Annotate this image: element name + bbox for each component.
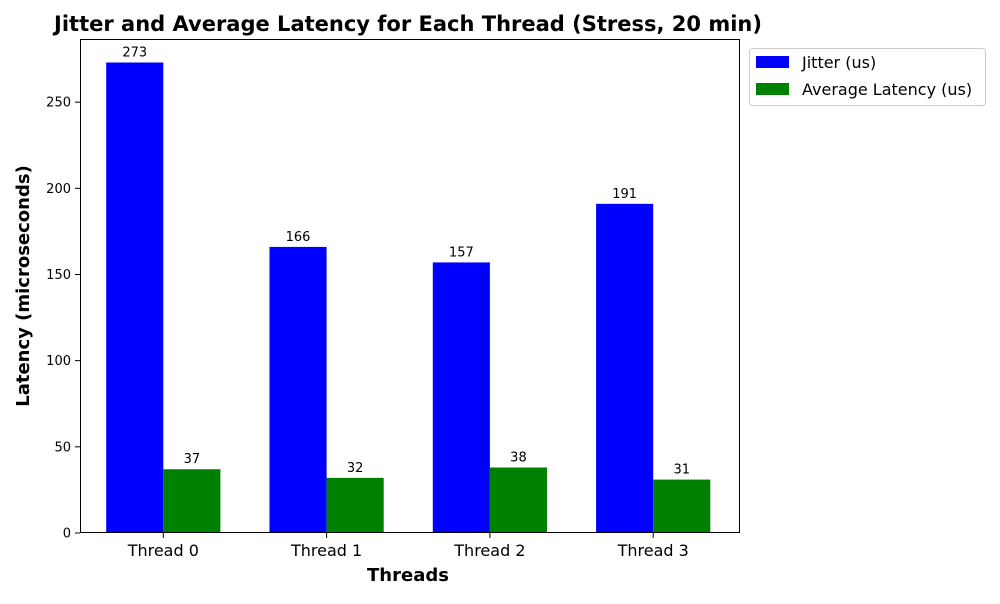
x-axis-label: Threads (367, 565, 449, 586)
bar-average-latency-us-thread-1 (326, 477, 384, 533)
legend-frame (749, 48, 986, 106)
y-tick-label-100: 100 (46, 354, 71, 369)
y-tick-label-0: 0 (63, 527, 71, 542)
axes-frame (80, 39, 740, 533)
legend-swatch-average-latency (756, 83, 789, 95)
legend-swatch-jitter (756, 56, 789, 68)
chart-title: Jitter and Average Latency for Each Thre… (52, 12, 762, 36)
y-tick-label-200: 200 (46, 182, 71, 197)
data-label-average-latency-us-thread-1: 32 (347, 461, 364, 476)
x-tick-label-thread-3: Thread 3 (617, 541, 689, 560)
x-tick-label-thread-0: Thread 0 (127, 541, 199, 560)
bar-jitter-us-thread-1 (269, 246, 327, 534)
x-tick-label-thread-1: Thread 1 (290, 541, 362, 560)
data-label-average-latency-us-thread-2: 38 (510, 451, 527, 466)
bar-jitter-us-thread-3 (596, 203, 654, 533)
y-tick-label-150: 150 (46, 268, 71, 283)
legend-label-jitter: Jitter (us) (801, 53, 876, 72)
legend: Jitter (us) Average Latency (us) (749, 48, 986, 106)
data-label-jitter-us-thread-3: 191 (612, 187, 637, 202)
data-label-jitter-us-thread-2: 157 (449, 245, 474, 260)
bar-average-latency-us-thread-2 (489, 467, 547, 533)
data-label-jitter-us-thread-0: 273 (122, 46, 147, 61)
data-label-jitter-us-thread-1: 166 (286, 230, 311, 245)
y-axis-label: Latency (microseconds) (13, 165, 34, 407)
x-tick-label-thread-2: Thread 2 (453, 541, 525, 560)
y-tick-label-50: 50 (54, 440, 71, 455)
plot-area: 273 37 166 32 157 38 191 31 0 50 100 150 200 250 Threa… (46, 39, 740, 560)
bar-jitter-us-thread-0 (106, 62, 164, 534)
data-label-average-latency-us-thread-3: 31 (673, 463, 690, 478)
data-label-average-latency-us-thread-0: 37 (184, 452, 201, 467)
bar-average-latency-us-thread-0 (163, 469, 221, 533)
y-tick-label-250: 250 (46, 96, 71, 111)
legend-label-average-latency: Average Latency (us) (802, 80, 972, 99)
bar-average-latency-us-thread-3 (653, 479, 711, 533)
bar-jitter-us-thread-2 (432, 262, 490, 533)
